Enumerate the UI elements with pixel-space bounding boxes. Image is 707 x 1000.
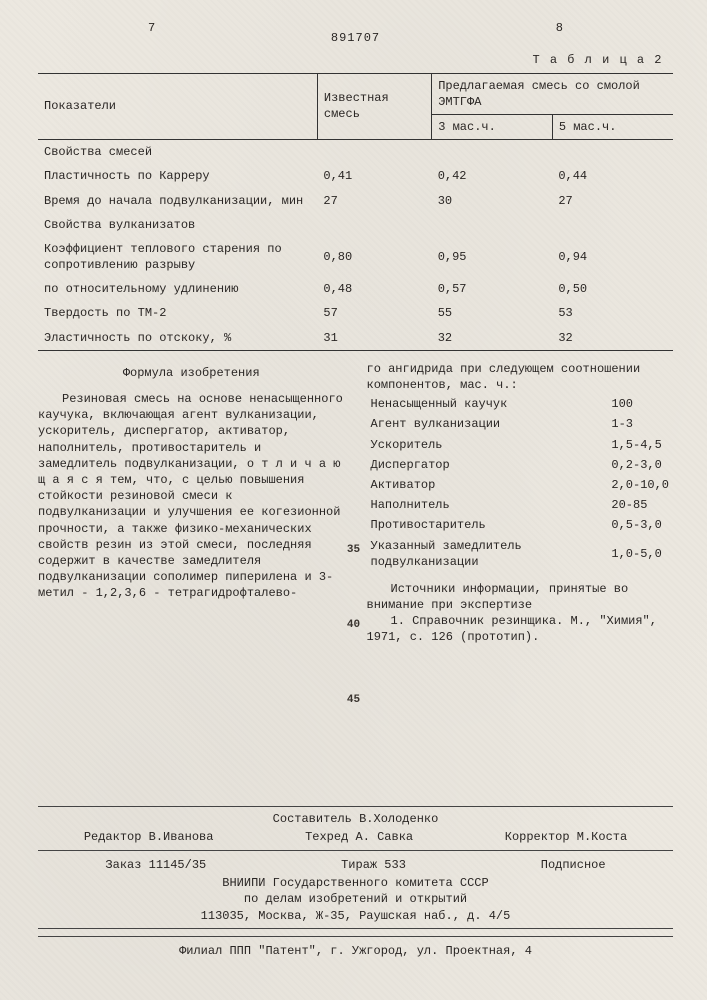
podpisnoe: Подписное — [541, 857, 606, 873]
row-label: Твердость по ТМ-2 — [38, 301, 317, 325]
comp-val: 1,5-4,5 — [597, 436, 671, 454]
comp-val: 20-85 — [597, 496, 671, 514]
claim-text: Резиновая смесь на основе ненасыщенного … — [38, 391, 345, 601]
formula-title: Формула изобретения — [38, 365, 345, 381]
line-number: 35 — [347, 543, 360, 558]
properties-table: Показатели Известная смесь Предлагаемая … — [38, 73, 673, 351]
cell: 0,48 — [317, 277, 431, 301]
cell: 31 — [317, 326, 431, 351]
cell: 32 — [432, 326, 553, 351]
org-line-1: ВНИИПИ Государственного комитета СССР — [38, 875, 673, 891]
comp-name: Активатор — [369, 476, 596, 494]
comp-val: 1-3 — [597, 415, 671, 433]
document-number: 891707 — [38, 30, 673, 46]
table-row: Эластичность по отскоку, % 31 32 32 — [38, 326, 673, 351]
cell: 0,42 — [432, 164, 553, 188]
comp-name: Диспергатор — [369, 456, 596, 474]
cell: 30 — [432, 189, 553, 213]
editor: Редактор В.Иванова — [84, 829, 214, 845]
section-mixtures: Свойства смесей — [38, 140, 673, 165]
comp-row: Противостаритель0,5-3,0 — [369, 516, 672, 534]
comp-val: 2,0-10,0 — [597, 476, 671, 494]
cell: 57 — [317, 301, 431, 325]
right-lead: го ангидрида при следующем соотношении к… — [367, 361, 674, 393]
compiler: Составитель В.Холоденко — [38, 811, 673, 827]
patent-page: 7 8 891707 Т а б л и ц а 2 Показатели Из… — [0, 0, 707, 1000]
table-row: по относительному удлинению 0,48 0,57 0,… — [38, 277, 673, 301]
comp-row: Ненасыщенный каучук100 — [369, 395, 672, 413]
sources-item: 1. Справочник резинщика. М., "Химия", 19… — [367, 613, 674, 645]
page-number-right: 8 — [556, 20, 563, 36]
cell: 27 — [552, 189, 673, 213]
imprint-block: Составитель В.Холоденко Редактор В.Ивано… — [38, 806, 673, 937]
cell: 0,41 — [317, 164, 431, 188]
comp-val: 0,2-3,0 — [597, 456, 671, 474]
cell: 0,95 — [432, 237, 553, 277]
comp-name: Ускоритель — [369, 436, 596, 454]
comp-val: 0,5-3,0 — [597, 516, 671, 534]
comp-name: Ненасыщенный каучук — [369, 395, 596, 413]
comp-val: 1,0-5,0 — [597, 537, 671, 571]
tirazh: Тираж 533 — [341, 857, 406, 873]
row-label: Пластичность по Карреру — [38, 164, 317, 188]
table-row: Время до начала подвулканизации, мин 27 … — [38, 189, 673, 213]
col-proposed: Предлагаемая смесь со смолой ЭМТГФА — [432, 73, 673, 114]
comp-name: Противостаритель — [369, 516, 596, 534]
left-column: Формула изобретения Резиновая смесь на о… — [38, 361, 345, 646]
col-5mas: 5 мас.ч. — [552, 114, 673, 139]
corrector: Корректор М.Коста — [505, 829, 627, 845]
cell: 0,94 — [552, 237, 673, 277]
right-column: го ангидрида при следующем соотношении к… — [367, 361, 674, 646]
cell: 0,57 — [432, 277, 553, 301]
page-number-left: 7 — [148, 20, 155, 36]
comp-name: Наполнитель — [369, 496, 596, 514]
margin-line-numbers: 35 40 45 — [347, 543, 360, 708]
row-label: Коэффициент теплового старения по сопрот… — [38, 237, 317, 277]
row-label: Время до начала подвулканизации, мин — [38, 189, 317, 213]
table-row: Пластичность по Карреру 0,41 0,42 0,44 — [38, 164, 673, 188]
cell: 32 — [552, 326, 673, 351]
sources-head: Источники информации, принятые во вниман… — [367, 581, 674, 613]
comp-row: Диспергатор0,2-3,0 — [369, 456, 672, 474]
col-known: Известная смесь — [317, 73, 431, 140]
comp-row: Наполнитель20-85 — [369, 496, 672, 514]
branch-line: Филиал ППП "Патент", г. Ужгород, ул. Про… — [38, 943, 673, 959]
comp-row: Агент вулканизации1-3 — [369, 415, 672, 433]
comp-row: Указанный замедлитель подвулканизации1,0… — [369, 537, 672, 571]
cell: 27 — [317, 189, 431, 213]
line-number: 40 — [347, 618, 360, 633]
org-address: 113035, Москва, Ж-35, Раушская наб., д. … — [38, 908, 673, 924]
comp-name: Указанный замедлитель подвулканизации — [369, 537, 596, 571]
col-indicators: Показатели — [38, 73, 317, 140]
comp-name: Агент вулканизации — [369, 415, 596, 433]
cell: 55 — [432, 301, 553, 325]
section-vulcanizates: Свойства вулканизатов — [38, 213, 673, 237]
row-label: по относительному удлинению — [38, 277, 317, 301]
order-number: Заказ 11145/35 — [105, 857, 206, 873]
cell: 0,44 — [552, 164, 673, 188]
table-row: Твердость по ТМ-2 57 55 53 — [38, 301, 673, 325]
row-label: Эластичность по отскоку, % — [38, 326, 317, 351]
line-number: 45 — [347, 693, 360, 708]
col-3mas: 3 мас.ч. — [432, 114, 553, 139]
comp-row: Активатор2,0-10,0 — [369, 476, 672, 494]
cell: 0,80 — [317, 237, 431, 277]
table-row: Коэффициент теплового старения по сопрот… — [38, 237, 673, 277]
cell: 53 — [552, 301, 673, 325]
org-line-2: по делам изобретений и открытий — [38, 891, 673, 907]
techred: Техред А. Савка — [305, 829, 413, 845]
table-caption: Т а б л и ц а 2 — [38, 52, 663, 68]
components-table: Ненасыщенный каучук100 Агент вулканизаци… — [367, 393, 674, 573]
comp-row: Ускоритель1,5-4,5 — [369, 436, 672, 454]
cell: 0,50 — [552, 277, 673, 301]
comp-val: 100 — [597, 395, 671, 413]
